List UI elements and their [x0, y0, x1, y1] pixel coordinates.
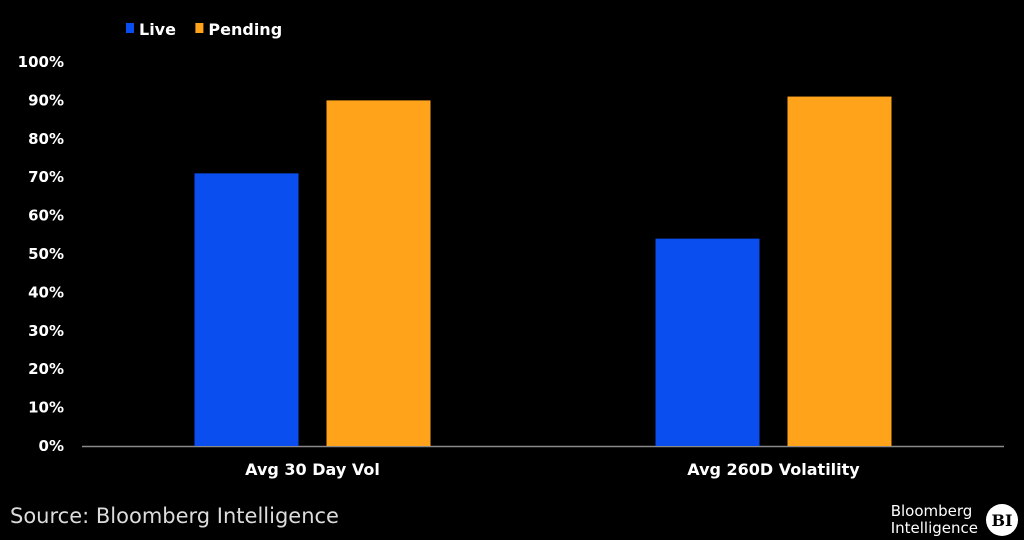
- y-tick-label: 70%: [28, 168, 64, 186]
- bar-chart: 0% 10% 20% 30% 40% 50% 60% 70% 80% 90% 100% Avg 30 …: [18, 20, 1004, 479]
- y-tick-label: 100%: [18, 53, 64, 71]
- y-tick-label: 20%: [28, 360, 64, 378]
- y-tick-label: 60%: [28, 207, 64, 225]
- legend-swatch-pending: [195, 23, 204, 33]
- brand-line-2: Intelligence: [890, 519, 978, 537]
- brand-wordmark: Bloomberg Intelligence: [891, 503, 978, 537]
- source-note: Source: Bloomberg Intelligence: [10, 504, 339, 528]
- y-tick-label: 0%: [39, 437, 64, 455]
- y-tick-label: 50%: [28, 245, 64, 263]
- bar-pending-1: [787, 96, 892, 446]
- y-tick-label: 90%: [28, 91, 64, 109]
- chart-area: 0% 10% 20% 30% 40% 50% 60% 70% 80% 90% 100% Avg 30 …: [17, 20, 1004, 479]
- x-category-label: Avg 260D Volatility: [687, 460, 860, 479]
- x-category-label: Avg 30 Day Vol: [245, 460, 380, 479]
- legend-swatch-live: [126, 23, 134, 33]
- legend-label-live: Live: [139, 20, 176, 39]
- brand-logo: Bloomberg Intelligence BI: [891, 500, 1018, 540]
- bi-badge-icon: BI: [986, 504, 1018, 536]
- bar-live-0: [194, 173, 299, 447]
- y-tick-label: 80%: [28, 130, 64, 148]
- y-tick-label: 10%: [28, 399, 64, 417]
- legend-label-pending: Pending: [208, 20, 282, 39]
- bar-pending-0: [326, 100, 431, 447]
- y-tick-label: 40%: [28, 283, 64, 301]
- y-tick-label: 30%: [28, 322, 64, 340]
- footer: Source: Bloomberg Intelligence Bloomberg…: [0, 500, 1024, 540]
- brand-line-1: Bloomberg: [890, 502, 973, 520]
- bar-live-1: [655, 238, 760, 446]
